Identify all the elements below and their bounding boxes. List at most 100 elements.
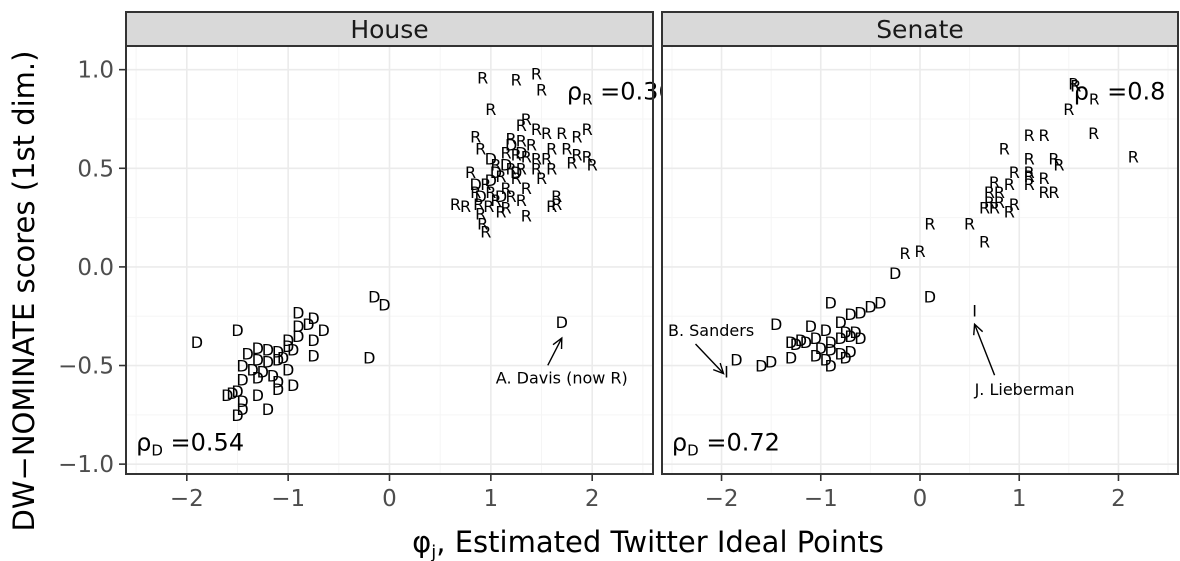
data-point-house-R: R [450, 195, 461, 214]
data-point-house-R: R [516, 116, 527, 135]
data-point-house-R: R [473, 195, 484, 214]
data-point-house-D: D [363, 349, 375, 368]
data-point-senate-D: D [785, 349, 797, 368]
y-tick-label: −1.0 [58, 452, 114, 478]
data-point-house-R: R [531, 159, 542, 178]
rho-value: =0.8 [1099, 77, 1165, 105]
correlation-label-d: ρD =0.54 [136, 428, 244, 459]
data-point-senate-D: D [844, 305, 856, 324]
data-point-house-D: D [495, 187, 507, 206]
rho-subscript: R [582, 90, 592, 108]
data-point-senate-D: D [770, 315, 782, 334]
data-point-senate-R: R [1004, 203, 1015, 222]
data-point-house-R: R [500, 179, 511, 198]
data-point-senate-R: R [1009, 195, 1020, 214]
data-point-house-D: D [272, 343, 284, 362]
y-tick-label: 0.0 [77, 255, 114, 281]
data-point-house-R: R [480, 222, 491, 241]
data-point-house-R: R [536, 169, 547, 188]
data-point-house-D: D [510, 163, 522, 182]
data-point-house-D: D [252, 351, 264, 370]
data-point-senate-D: D [844, 343, 856, 362]
data-point-house-R: R [460, 197, 471, 216]
data-point-house-R: R [506, 159, 517, 178]
y-tick-label: 1.0 [77, 58, 114, 84]
data-point-senate-D: D [854, 329, 866, 348]
data-point-house-R: R [470, 128, 481, 147]
data-point-house-D: D [307, 309, 319, 328]
data-point-senate-D: D [889, 264, 901, 283]
data-point-house-R: R [521, 179, 532, 198]
data-point-senate-R: R [1088, 124, 1099, 143]
data-point-senate-I: I [972, 301, 977, 320]
data-point-house-R: R [521, 110, 532, 129]
data-point-senate-D: D [844, 327, 856, 346]
x-tick-label: −2 [170, 486, 204, 512]
data-point-house-R: R [511, 169, 522, 188]
data-point-house-D: D [475, 187, 487, 206]
data-point-house-D: D [500, 155, 512, 174]
data-point-house-D: D [272, 380, 284, 399]
data-point-senate-D: D [825, 293, 837, 312]
grid-house [126, 46, 653, 474]
data-point-house-D: D [368, 287, 380, 306]
data-point-house-D: D [236, 357, 248, 376]
data-point-senate-D: D [785, 333, 797, 352]
data-point-house-R: R [506, 130, 517, 149]
rho-value: =0.72 [699, 428, 780, 456]
data-point-house-R: R [587, 155, 598, 174]
data-point-senate-R: R [914, 242, 925, 261]
data-point-house-D: D [282, 337, 294, 356]
data-point-house-D: D [241, 345, 253, 364]
data-point-house-R: R [490, 155, 501, 174]
data-point-house-R: R [516, 191, 527, 210]
data-point-senate-R: R [1053, 155, 1064, 174]
data-point-house-R: R [470, 183, 481, 202]
x-tick-label: −2 [705, 486, 739, 512]
data-point-house-D: D [292, 303, 304, 322]
data-point-senate-D: D [795, 331, 807, 350]
correlation-label-r: ρR =0.8 [1074, 77, 1166, 108]
data-point-senate-R: R [994, 183, 1005, 202]
data-point-senate-D: D [825, 333, 837, 352]
data-point-senate-D: D [800, 333, 812, 352]
rho-subscript: R [1089, 90, 1099, 108]
data-point-house-R: R [516, 159, 527, 178]
data-point-house-R: R [475, 205, 486, 224]
strip-label-senate: Senate [876, 15, 964, 44]
data-point-senate-D: D [825, 341, 837, 360]
data-point-senate-R: R [1024, 149, 1035, 168]
annotation-label: A. Davis (now R) [496, 368, 628, 387]
data-point-senate-D: D [810, 347, 822, 366]
data-point-house-D: D [272, 351, 284, 370]
annotation-arrow [973, 323, 996, 376]
x-axis: −2 −1 0 1 2 −2 −1 0 1 2 [170, 474, 1126, 512]
data-point-senate-D: D [765, 353, 777, 372]
data-point-senate-D: D [834, 345, 846, 364]
data-point-senate-D: D [854, 303, 866, 322]
data-point-senate-D: D [805, 317, 817, 336]
rho-symbol: ρ [567, 77, 582, 105]
correlation-label-r: ρR =0.36 [567, 77, 674, 108]
data-point-senate-R: R [989, 199, 1000, 218]
data-point-senate-R: R [1024, 126, 1035, 145]
rho-subscript: D [687, 441, 699, 459]
data-point-senate-R: R [1024, 167, 1035, 186]
y-axis-title: DW−NOMINATE scores (1st dim.) [7, 51, 41, 532]
data-point-senate-R: R [1048, 183, 1059, 202]
rho-value: =0.36 [593, 77, 674, 105]
data-point-senate-R: R [964, 215, 975, 234]
data-point-house-D: D [282, 360, 294, 379]
data-point-senate-R: R [1070, 76, 1081, 95]
data-point-senate-R: R [989, 173, 1000, 192]
data-point-house-R: R [477, 215, 488, 234]
data-point-house-D: D [252, 339, 264, 358]
data-point-house-D: D [191, 333, 203, 352]
data-point-senate-D: D [810, 329, 822, 348]
data-point-house-R: R [490, 191, 501, 210]
annotation-arrowhead [552, 336, 563, 350]
